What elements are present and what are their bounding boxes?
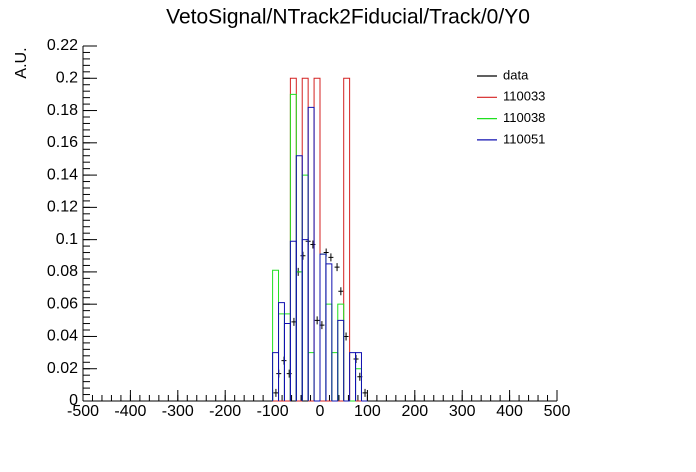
data-point [362, 388, 368, 397]
hist-bin [295, 155, 303, 401]
hist-bin [307, 352, 315, 401]
x-tick-label: -500 [67, 403, 99, 420]
hist-bin [319, 253, 327, 401]
hist-bin [337, 303, 345, 401]
data-point [291, 317, 297, 326]
data-point [314, 316, 320, 325]
y-axis-label: A.U. [13, 47, 30, 78]
hist-bin [319, 253, 327, 401]
data-point [343, 332, 349, 341]
x-tick-label: 200 [401, 403, 428, 420]
legend-label: 110051 [503, 131, 545, 146]
data-point [310, 240, 316, 249]
y-tick-label: 0.18 [47, 102, 78, 119]
x-tick-label: 400 [496, 403, 523, 420]
legend-label: 110033 [503, 89, 545, 104]
hist-bin [355, 352, 362, 401]
data-point [334, 263, 340, 272]
hist-bin [295, 271, 303, 401]
x-tick-label: 300 [449, 403, 476, 420]
y-tick-label: 0.16 [47, 134, 78, 151]
y-tick-label: 0.08 [47, 263, 78, 280]
y-tick-label: 0.12 [47, 199, 78, 216]
y-tick-label: 0.02 [47, 360, 78, 377]
y-tick-label: 0.22 [47, 37, 78, 54]
y-tick-label: 0 [69, 392, 78, 409]
y-tick-label: 0.14 [47, 166, 78, 183]
hist-bin [289, 77, 297, 401]
hist-bin [349, 352, 357, 401]
data-point [273, 388, 279, 397]
hist-bin [307, 106, 315, 401]
hist-bin [313, 77, 321, 401]
x-tick-label: 500 [544, 403, 571, 420]
x-tick-label: -400 [114, 403, 146, 420]
hist-bin [301, 174, 309, 401]
hist-bin [337, 319, 345, 401]
hist-bin [325, 303, 333, 401]
legend-label: data [503, 67, 529, 82]
y-tick-label: 0.2 [56, 69, 78, 86]
x-tick-label: 0 [316, 403, 325, 420]
data-point [300, 251, 306, 260]
data-point [328, 253, 334, 262]
hist-bin [289, 93, 297, 401]
hist-bin [343, 77, 351, 401]
hist-bin [283, 323, 291, 401]
chart-title: VetoSignal/NTrack2Fiducial/Track/0/Y0 [166, 6, 530, 29]
x-tick-label: -200 [209, 403, 241, 420]
data-point [338, 287, 344, 296]
y-tick-label: 0.04 [47, 328, 78, 345]
legend-label: 110038 [503, 110, 545, 125]
hist-bin [289, 240, 297, 401]
x-tick-label: -100 [257, 403, 289, 420]
hist-bin [283, 313, 291, 401]
y-tick-label: 0.1 [56, 231, 78, 248]
hist-bin [355, 368, 362, 401]
hist-bin [301, 239, 309, 401]
x-tick-label: -300 [162, 403, 194, 420]
data-point [286, 369, 292, 378]
hist-bin [325, 263, 333, 401]
hist-bin [278, 302, 285, 401]
x-tick-label: 100 [354, 403, 381, 420]
y-tick-label: 0.06 [47, 295, 78, 312]
hist-bin [272, 269, 280, 401]
hist-bin [331, 352, 339, 401]
